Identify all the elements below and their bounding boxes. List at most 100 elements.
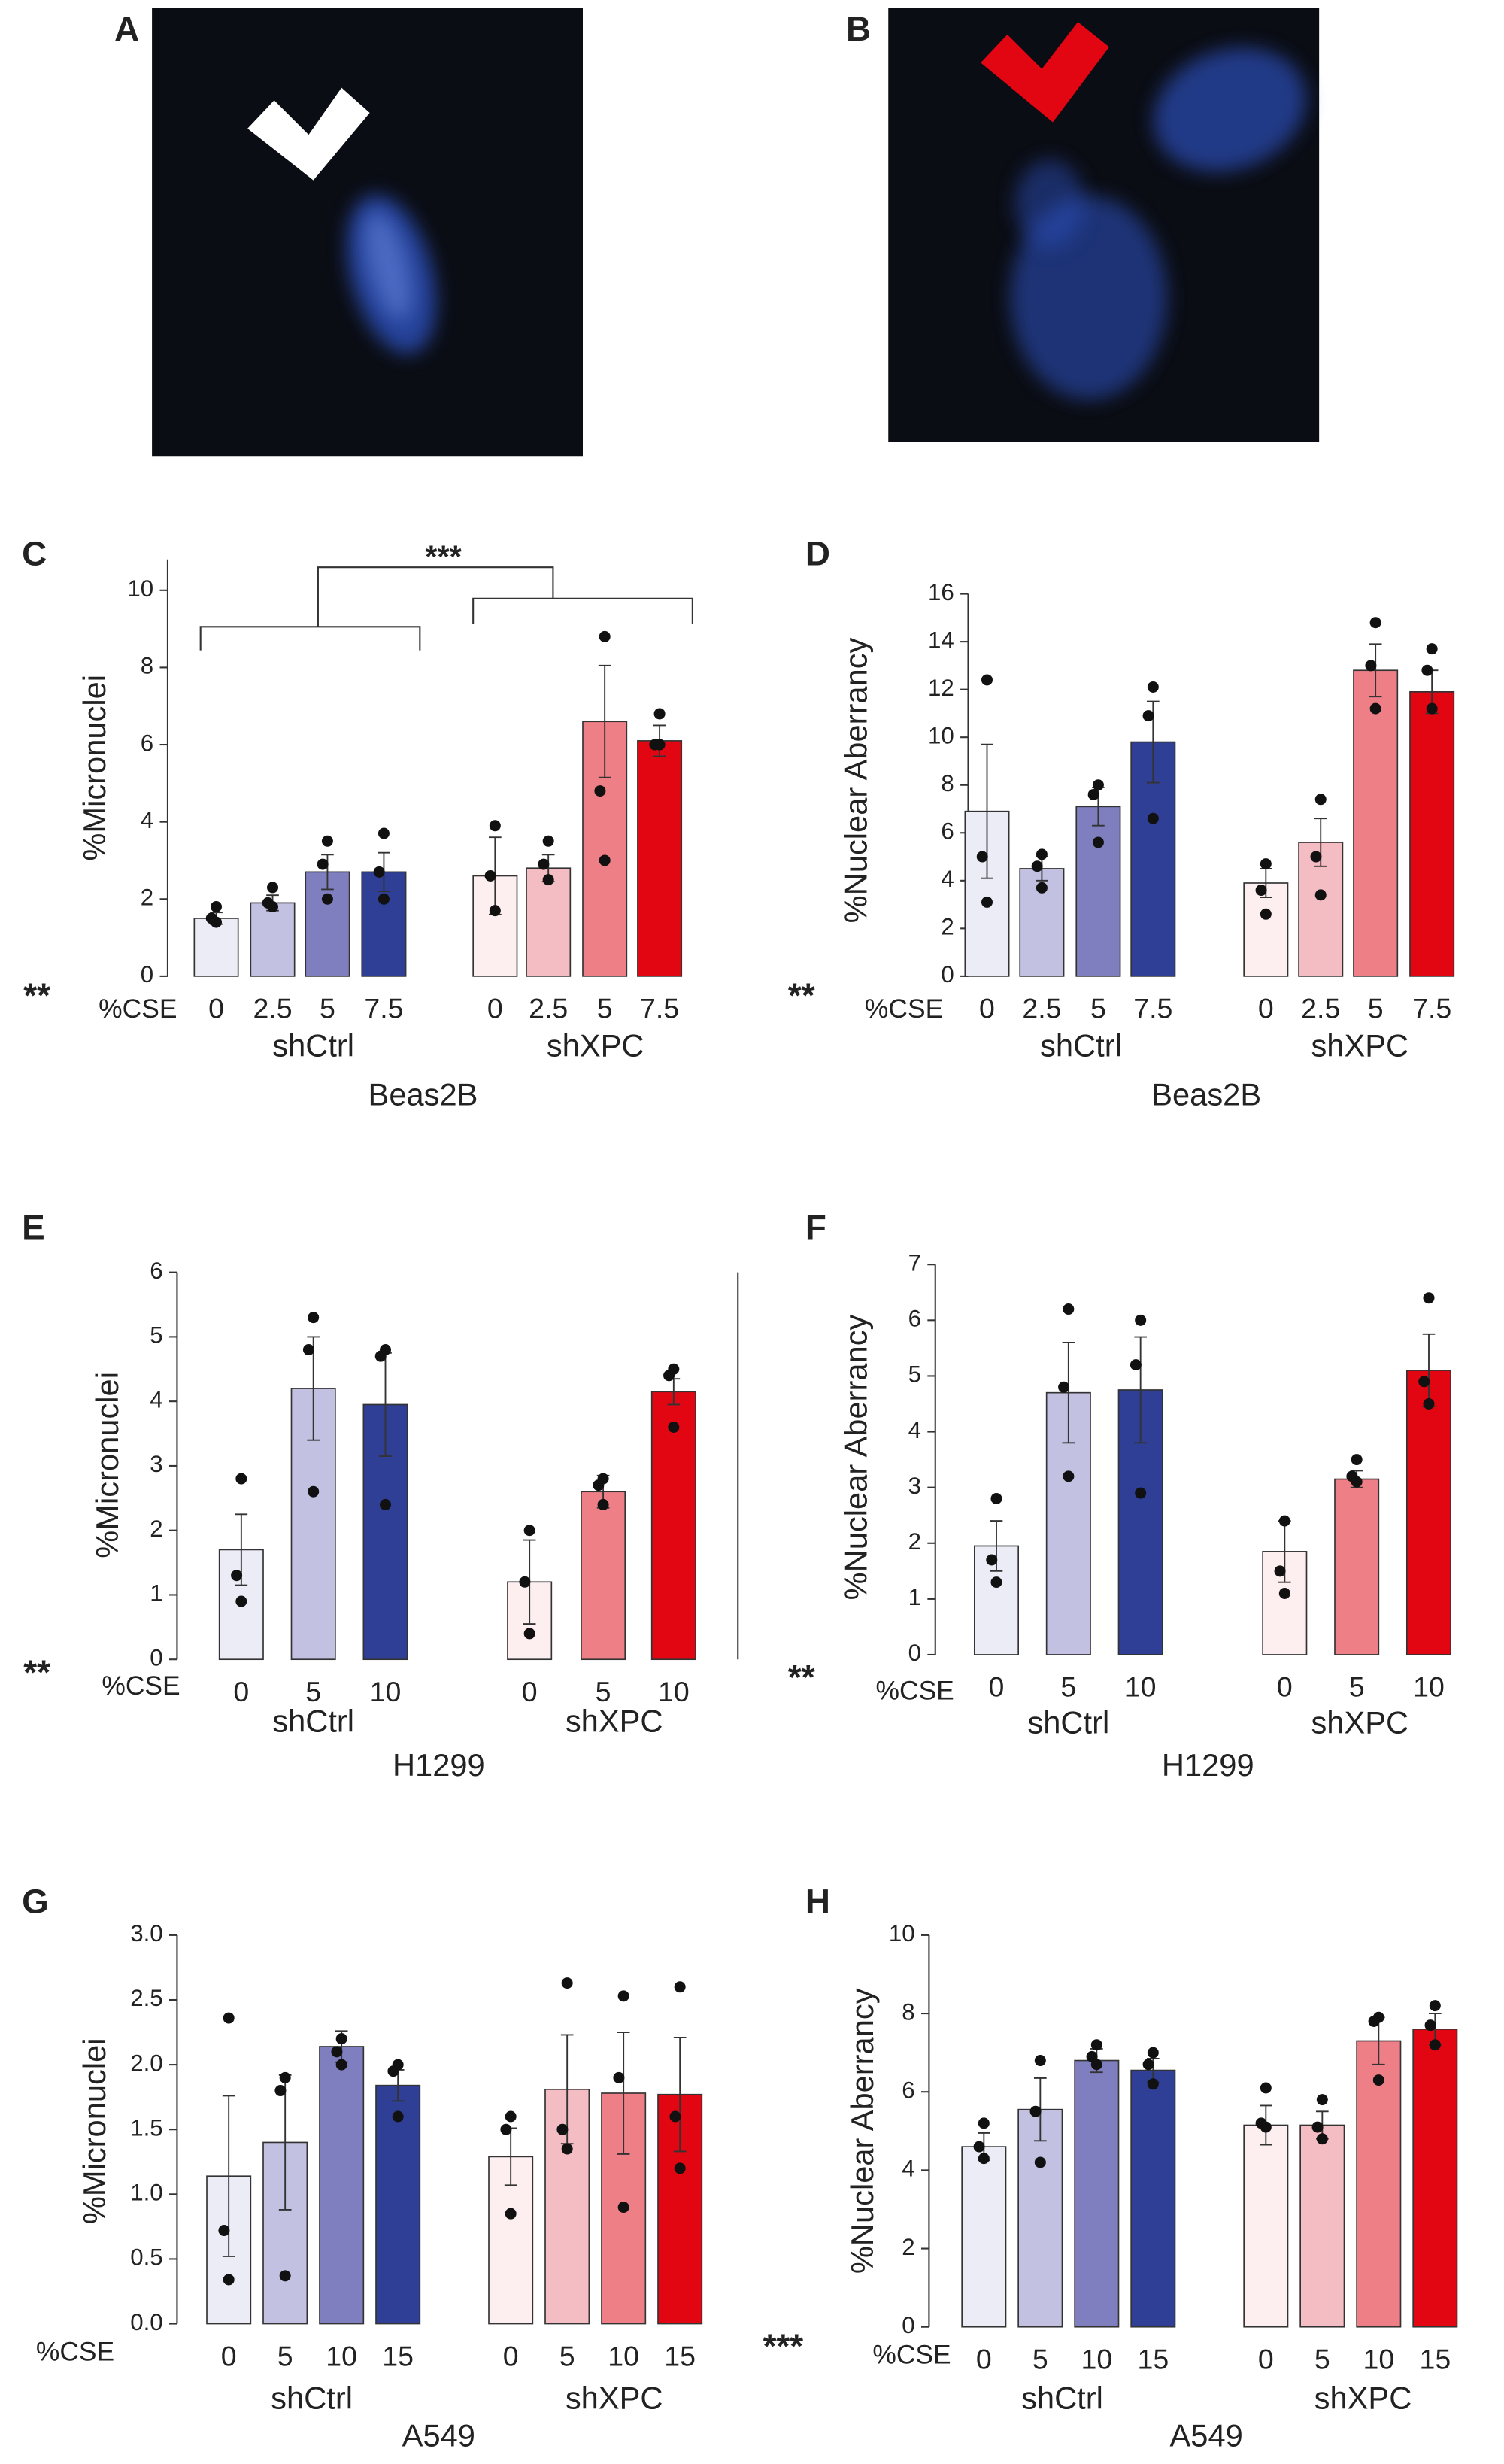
data-point bbox=[505, 2208, 517, 2220]
y-tick-label: 0.0 bbox=[130, 2309, 162, 2335]
data-point bbox=[1429, 2000, 1441, 2012]
data-point bbox=[308, 1312, 320, 1324]
y-tick-label: 8 bbox=[902, 1998, 914, 2025]
data-point bbox=[990, 1576, 1002, 1589]
significance-bracket bbox=[472, 597, 693, 624]
data-point bbox=[1278, 1587, 1290, 1599]
significance-bracket bbox=[199, 626, 421, 651]
data-point bbox=[1255, 885, 1267, 897]
group-label: shCtrl bbox=[271, 2381, 353, 2416]
data-point bbox=[613, 2071, 625, 2083]
data-point bbox=[593, 1479, 605, 1491]
cell-line: A549 bbox=[402, 2418, 475, 2453]
cell-line: H1299 bbox=[1162, 1747, 1254, 1783]
panel-letter: E bbox=[22, 1209, 45, 1247]
x-tick-label: 2.5 bbox=[529, 993, 568, 1024]
data-point bbox=[1274, 1565, 1286, 1577]
y-tick-label: 3 bbox=[908, 1473, 921, 1499]
data-point bbox=[542, 874, 554, 886]
bar bbox=[1017, 2108, 1063, 2328]
bar bbox=[961, 2146, 1007, 2328]
y-tick-label: 0.5 bbox=[130, 2244, 162, 2271]
group-label: shXPC bbox=[566, 2381, 663, 2416]
significance: *** bbox=[763, 2327, 804, 2365]
data-point bbox=[1036, 882, 1048, 894]
data-point bbox=[231, 1570, 243, 1582]
data-point bbox=[1142, 2059, 1154, 2071]
data-point bbox=[990, 1492, 1002, 1504]
panel-letter: H bbox=[805, 1882, 830, 1920]
x-tick-label: 5 bbox=[559, 2340, 575, 2371]
data-point bbox=[1036, 848, 1048, 860]
data-point bbox=[489, 905, 501, 917]
data-point bbox=[279, 2270, 291, 2282]
data-point bbox=[1092, 779, 1104, 791]
y-axis-label: %Nuclear Aberrancy bbox=[838, 637, 874, 923]
x-tick-label: 5 bbox=[1032, 2343, 1048, 2374]
group-label: shCtrl bbox=[1027, 1705, 1109, 1740]
x-tick-label: 0 bbox=[487, 993, 503, 1024]
x-axis-label: %CSE bbox=[102, 1670, 180, 1701]
data-point bbox=[1260, 858, 1272, 870]
data-point bbox=[1092, 836, 1104, 848]
y-tick-label: 5 bbox=[908, 1361, 921, 1388]
x-axis-label: %CSE bbox=[99, 994, 177, 1024]
bar bbox=[1130, 2069, 1176, 2328]
x-tick-label: 7.5 bbox=[364, 993, 403, 1024]
data-point bbox=[1351, 1476, 1363, 1488]
panel-a: A bbox=[114, 8, 584, 457]
x-tick-label: 5 bbox=[1314, 2343, 1330, 2374]
data-point bbox=[1147, 681, 1159, 693]
data-point bbox=[981, 896, 993, 908]
chart-panel: H 0 2 4 6 8 10 %Nuclear Aberrancy %CSE *** A549 shC… bbox=[763, 1882, 1458, 2453]
data-point bbox=[1034, 2156, 1046, 2168]
data-point bbox=[223, 2274, 235, 2286]
data-point bbox=[674, 1981, 686, 1993]
y-tick-label: 16 bbox=[928, 579, 954, 605]
data-point bbox=[519, 1576, 531, 1588]
data-point bbox=[1316, 2094, 1328, 2106]
group-label: shCtrl bbox=[272, 1704, 354, 1739]
data-point bbox=[594, 785, 606, 797]
bar bbox=[250, 902, 296, 977]
data-point bbox=[669, 2110, 681, 2123]
x-axis-label: %CSE bbox=[36, 2336, 114, 2366]
data-point bbox=[1142, 710, 1154, 722]
group-label: shCtrl bbox=[272, 1028, 354, 1064]
y-tick-label: 0 bbox=[902, 2312, 914, 2338]
x-tick-label: 5 bbox=[1368, 993, 1384, 1024]
data-point bbox=[1372, 2074, 1384, 2086]
data-point bbox=[1369, 617, 1381, 629]
data-point bbox=[561, 2143, 573, 2155]
data-point bbox=[1423, 1397, 1435, 1410]
x-tick-label: 15 bbox=[1137, 2343, 1169, 2374]
y-tick-label: 10 bbox=[889, 1920, 915, 1947]
cell-line: H1299 bbox=[393, 1747, 485, 1783]
data-point bbox=[308, 1485, 320, 1498]
y-tick-label: 1.5 bbox=[130, 2114, 162, 2141]
data-point bbox=[523, 1525, 535, 1537]
y-axis-label: %Micronuclei bbox=[77, 675, 112, 861]
x-tick-label: 10 bbox=[1081, 2343, 1112, 2374]
bar bbox=[650, 1391, 696, 1661]
x-tick-label: 0 bbox=[208, 993, 224, 1024]
arrow-marker bbox=[247, 87, 370, 181]
x-axis-label: %CSE bbox=[865, 994, 943, 1024]
y-tick-label: 6 bbox=[902, 2077, 914, 2103]
y-tick-label: 2 bbox=[941, 914, 954, 940]
data-point bbox=[674, 2162, 686, 2174]
data-point bbox=[335, 2059, 347, 2071]
x-tick-label: 7.5 bbox=[1133, 993, 1172, 1024]
x-tick-label: 5 bbox=[1060, 1671, 1076, 1703]
bar bbox=[637, 740, 683, 977]
x-tick-label: 0 bbox=[979, 993, 995, 1024]
data-point bbox=[223, 2012, 235, 2024]
group-label: shXPC bbox=[566, 1704, 663, 1739]
y-tick-label: 6 bbox=[150, 1258, 162, 1284]
x-tick-label: 0 bbox=[976, 2343, 992, 2374]
data-point bbox=[1260, 2121, 1272, 2133]
panel-letter: G bbox=[22, 1882, 49, 1920]
